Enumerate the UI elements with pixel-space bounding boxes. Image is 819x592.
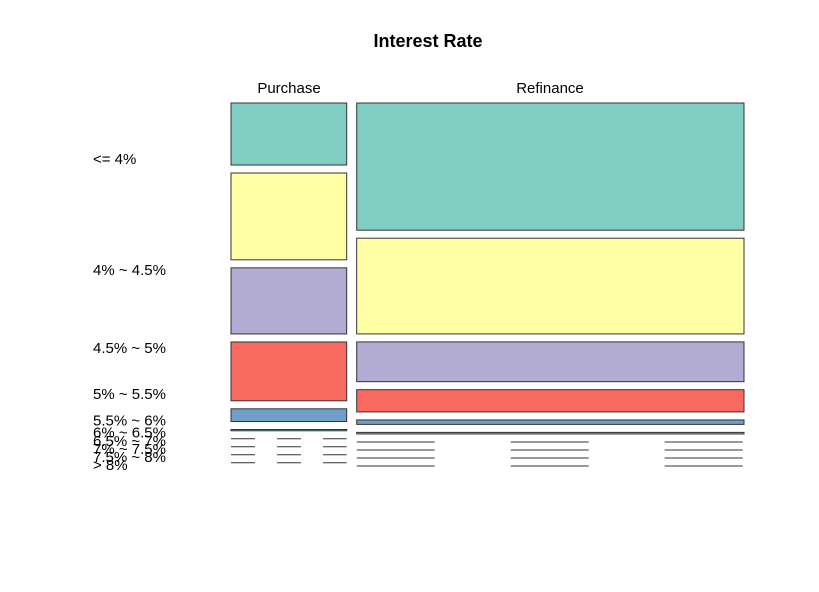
tile-refinance-4-4-5	[356, 237, 745, 335]
tile-purchase-4-5-5	[230, 267, 348, 335]
row-label: 4% ~ 4.5%	[93, 262, 166, 279]
tile-refinance-4	[356, 102, 745, 231]
row-label: 6.5% ~ 7%	[93, 433, 166, 450]
chart-title: Interest Rate	[373, 31, 482, 51]
row-label: > 8%	[93, 457, 128, 474]
row-labels: <= 4% 4% ~ 4.5% 4.5% ~ 5% 5% ~ 5.5% 5.5% ~ 6…	[93, 151, 166, 474]
tile-refinance-6-6-5	[356, 431, 745, 435]
tile-purchase-4-4-5	[230, 172, 348, 261]
row-label: 7% ~ 7.5%	[93, 441, 166, 458]
row-label: 7.5% ~ 8%	[93, 449, 166, 466]
row-label: 5.5% ~ 6%	[93, 413, 166, 430]
tile-refinance-5-5-6	[356, 419, 745, 425]
row-label: 4.5% ~ 5%	[93, 340, 166, 357]
tile-purchase-6-6-5	[230, 429, 348, 432]
row-label: 6% ~ 6.5%	[93, 424, 166, 441]
tile-purchase-5-5-5	[230, 341, 348, 402]
row-label: 5% ~ 5.5%	[93, 386, 166, 403]
column-label-purchase: Purchase	[257, 80, 320, 97]
tile-purchase-4	[230, 102, 348, 166]
tile-refinance-4-5-5	[356, 341, 745, 383]
mosaic-tiles	[230, 102, 745, 467]
tile-purchase-5-5-6	[230, 408, 348, 423]
row-label: <= 4%	[93, 151, 136, 168]
column-label-refinance: Refinance	[516, 80, 584, 97]
tile-refinance-5-5-5	[356, 389, 745, 413]
